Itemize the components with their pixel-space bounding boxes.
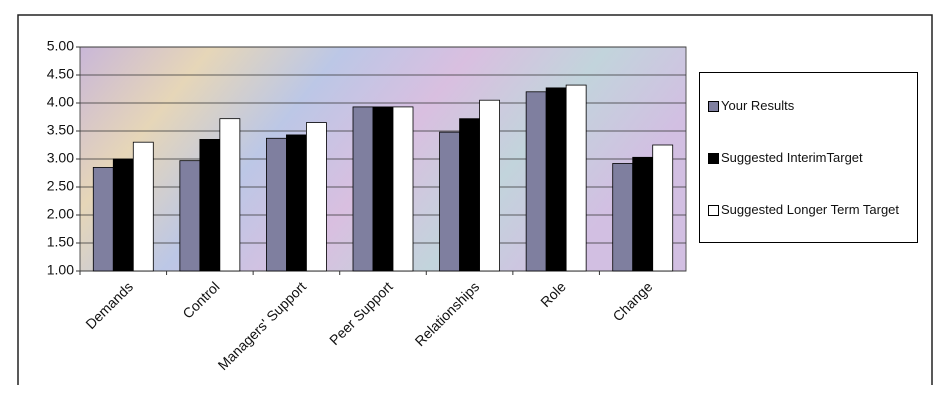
bar	[565, 84, 587, 272]
bar	[612, 163, 634, 272]
y-tick-label: 3.00	[47, 150, 74, 166]
bar	[352, 106, 374, 272]
x-tick-label: Relationships	[412, 278, 483, 349]
legend-item: Suggested InterimTarget	[708, 150, 909, 165]
y-tick-label: 5.00	[47, 38, 74, 54]
y-tick-label: 2.50	[47, 178, 74, 194]
legend-swatch	[708, 205, 719, 217]
legend-label: Suggested InterimTarget	[721, 149, 863, 165]
x-tick-label: Role	[537, 278, 569, 310]
bar	[199, 138, 221, 272]
legend: Your Results Suggested InterimTarget Sugge…	[699, 72, 918, 243]
x-tick-label: Managers' Support	[215, 278, 310, 373]
legend-item: Suggested Longer Term Target	[708, 202, 909, 217]
bar	[459, 118, 480, 272]
bar	[112, 158, 134, 272]
bar	[392, 106, 414, 272]
legend-label: Your Results	[721, 97, 795, 113]
y-tick-label: 4.50	[47, 66, 74, 82]
y-tick-label: 3.50	[47, 122, 74, 138]
legend-item: Your Results	[708, 98, 909, 113]
bar	[439, 131, 460, 272]
bar	[545, 87, 567, 272]
bar	[132, 141, 154, 272]
y-tick-label: 1.00	[47, 262, 74, 278]
x-tick-label: Peer Support	[326, 278, 396, 348]
bar	[179, 160, 201, 272]
frame	[17, 14, 933, 385]
x-tick-label: Change	[609, 278, 655, 324]
legend-label: Suggested Longer Term Target	[721, 202, 900, 218]
bar	[525, 91, 547, 272]
bar	[286, 134, 307, 272]
bar	[372, 106, 394, 272]
bar	[306, 122, 327, 272]
y-tick-label: 2.00	[47, 206, 74, 222]
x-tick-label: Control	[179, 278, 222, 321]
bar	[479, 99, 500, 272]
bar	[219, 118, 241, 272]
bar	[92, 166, 114, 272]
legend-swatch	[708, 100, 719, 112]
legend-swatch	[708, 152, 719, 164]
y-tick-label: 4.00	[47, 94, 74, 110]
bar	[652, 144, 674, 272]
bar	[266, 137, 287, 272]
y-tick-label: 1.50	[47, 234, 74, 250]
x-tick-label: Demands	[82, 278, 136, 332]
bar	[632, 156, 654, 272]
